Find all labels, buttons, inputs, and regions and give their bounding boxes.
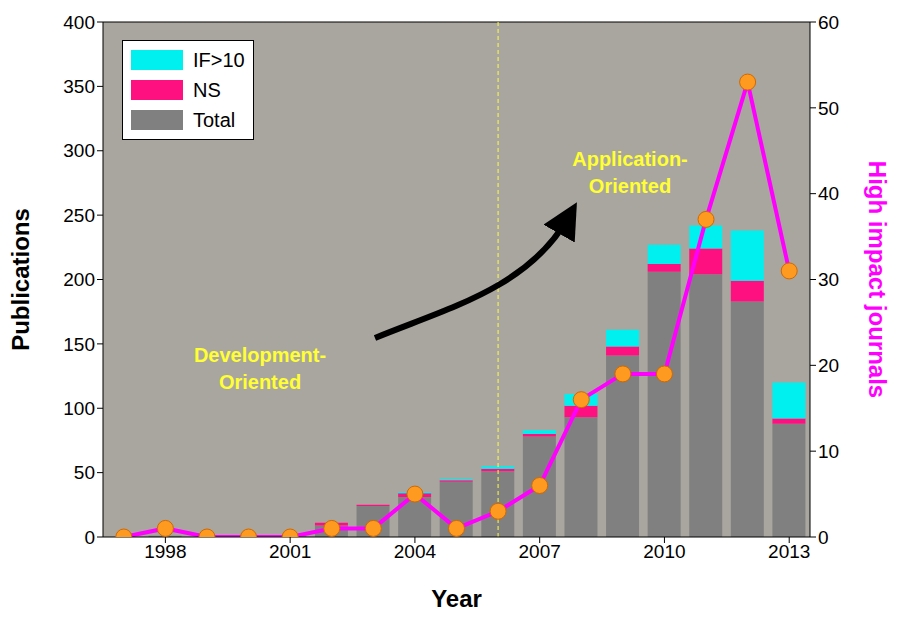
svg-text:350: 350 — [63, 76, 95, 97]
svg-text:0: 0 — [84, 527, 95, 548]
svg-text:400: 400 — [63, 12, 95, 33]
svg-text:60: 60 — [818, 12, 839, 33]
svg-text:Year: Year — [431, 585, 482, 612]
svg-text:150: 150 — [63, 334, 95, 355]
svg-text:Publications: Publications — [8, 208, 34, 351]
html-text:Oriented: Oriented — [588, 175, 672, 197]
svg-text:1998: 1998 — [144, 541, 186, 562]
svg-text:0: 0 — [818, 527, 829, 548]
svg-text:10: 10 — [818, 441, 839, 462]
html-text:Oriented: Oriented — [218, 371, 302, 393]
svg-text:High impact journals: High impact journals — [864, 161, 891, 398]
html-text:NS: NS — [193, 79, 221, 101]
svg-text:40: 40 — [818, 183, 839, 204]
html-text:Total: Total — [193, 109, 236, 131]
svg-text:50: 50 — [74, 462, 95, 483]
html-text:IF>10: IF>10 — [193, 49, 245, 71]
html-text:Application-: Application- — [572, 148, 688, 170]
svg-text:250: 250 — [63, 205, 95, 226]
svg-text:200: 200 — [63, 269, 95, 290]
svg-text:2001: 2001 — [269, 541, 311, 562]
svg-text:50: 50 — [818, 98, 839, 119]
svg-text:2013: 2013 — [768, 541, 810, 562]
html-text:Development-: Development- — [193, 344, 327, 366]
svg-text:2004: 2004 — [394, 541, 437, 562]
svg-text:100: 100 — [63, 398, 95, 419]
svg-text:2007: 2007 — [519, 541, 561, 562]
svg-text:2010: 2010 — [643, 541, 685, 562]
svg-text:20: 20 — [818, 355, 839, 376]
svg-text:300: 300 — [63, 140, 95, 161]
svg-text:30: 30 — [818, 269, 839, 290]
